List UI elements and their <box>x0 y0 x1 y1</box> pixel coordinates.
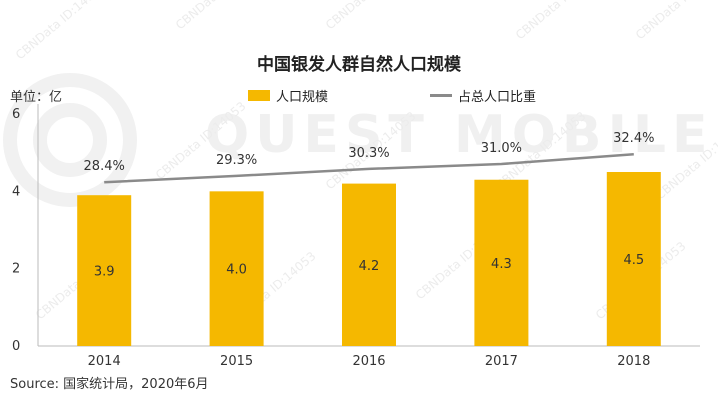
line-label-2015: 29.3% <box>216 153 257 168</box>
watermark-id-1: CBNData ID:14053 <box>173 0 269 32</box>
line-label-2017: 31.0% <box>481 141 522 156</box>
line-label-2016: 30.3% <box>348 146 389 161</box>
line-label-2014: 28.4% <box>84 159 125 174</box>
watermark-ring-outer <box>3 73 137 207</box>
legend-line-swatch <box>430 94 452 97</box>
y-tick-0: 0 <box>12 339 20 354</box>
legend-item-line: 占总人口比重 <box>430 86 536 105</box>
watermark-id-4: CBNData ID:14053 <box>633 0 718 42</box>
bar-label-2014: 3.9 <box>94 265 115 280</box>
bar-2017 <box>474 179 529 346</box>
line-label-2018: 32.4% <box>613 131 654 146</box>
y-tick-4: 4 <box>12 184 20 199</box>
bar-2018 <box>606 172 661 346</box>
x-tick-2014: 2014 <box>88 354 121 369</box>
bar-label-2017: 4.3 <box>491 257 512 272</box>
bar-2015 <box>209 191 264 346</box>
bar-2016 <box>342 183 396 346</box>
source-note: Source: 国家统计局，2020年6月 <box>10 377 209 392</box>
bar-label-2018: 4.5 <box>623 253 644 268</box>
bar-label-2015: 4.0 <box>226 263 247 278</box>
x-tick-2017: 2017 <box>485 354 518 369</box>
bar-2014 <box>77 195 132 346</box>
x-tick-2018: 2018 <box>617 354 650 369</box>
legend-bar-label: 人口规模 <box>276 90 329 105</box>
legend-line-label: 占总人口比重 <box>458 90 537 105</box>
legend-bar-swatch <box>248 90 270 101</box>
watermark-id-2: CBNData ID:14053 <box>323 0 419 32</box>
unit-label: 单位：亿 <box>10 90 63 105</box>
watermark-ring-inner <box>33 103 107 177</box>
legend-item-bar: 人口规模 <box>248 86 328 105</box>
line-series <box>104 152 634 184</box>
bar-label-2016: 4.2 <box>359 259 380 274</box>
x-tick-2015: 2015 <box>220 354 253 369</box>
y-tick-2: 2 <box>12 262 20 277</box>
legend: 人口规模 占总人口比重 <box>0 86 718 106</box>
x-tick-2016: 2016 <box>352 354 385 369</box>
chart-title: 中国银发人群自然人口规模 <box>257 55 461 75</box>
y-tick-6: 6 <box>12 107 20 122</box>
watermark-id-3: CBNData ID:14053 <box>513 0 609 42</box>
